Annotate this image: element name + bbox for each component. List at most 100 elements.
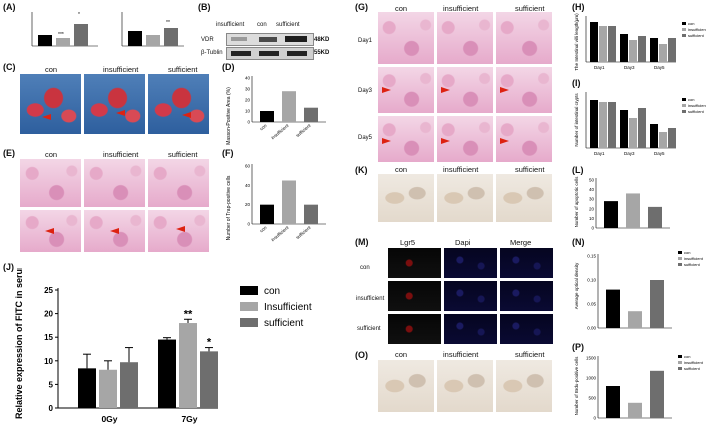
bar-0Gy-sufficient [120, 362, 138, 408]
y-tick-label: 20 [245, 202, 251, 207]
lgr5-image-insufficient [388, 281, 441, 311]
merge-image-sufficient [500, 314, 553, 344]
panel-label-c: (C) [3, 62, 16, 72]
i-ylabel: Number of intestinal crypts [574, 93, 579, 147]
legend-swatch [678, 263, 682, 266]
bar-con [606, 289, 620, 328]
legend-label: con [684, 250, 690, 255]
brdu-image-insufficient [437, 360, 493, 412]
panel-h-chart: The Intestinal villi length(μm) Day1 Day… [574, 13, 706, 71]
lgr5-image-con [388, 248, 441, 278]
y-tick-label: 0.05 [587, 302, 596, 307]
y-tick-label: 30 [245, 87, 251, 92]
masson-image-insufficient [84, 74, 145, 134]
bar-insufficient [626, 193, 640, 228]
villi-image-insufficient-day1 [437, 12, 493, 64]
blot-col-sufficient: sufficient [276, 22, 300, 28]
c-col-con: con [45, 65, 58, 74]
e-col-insufficient: insufficient [103, 150, 139, 159]
svg-text:con: con [688, 97, 694, 102]
x-tick-label: sufficient [295, 122, 312, 138]
m-row-insufficient: insufficient [356, 296, 385, 302]
n-ylabel: Average optical density [574, 262, 579, 309]
villi-image-insufficient-day5 [437, 116, 493, 162]
bar-con [260, 111, 274, 122]
c-col-insufficient: insufficient [103, 65, 139, 74]
panel-f-chart: Number of Trap-positive cells 0 20 40 60 con… [226, 164, 326, 242]
bar-con [606, 386, 620, 418]
masson-image-con [20, 74, 81, 134]
panel-label-h: (H) [572, 2, 585, 12]
blot-kd-vdr: 48KD [314, 37, 330, 43]
p-ylabel: Number of Brdu-positive cells [574, 356, 579, 416]
bar-sufficient [648, 206, 662, 228]
svg-text:Day5: Day5 [654, 65, 665, 70]
panel-i-chart: Number of intestinal crypts Day1 Day3 Da… [574, 92, 706, 156]
legend-label: insufficient [684, 360, 704, 365]
apoptosis-image-sufficient [496, 174, 552, 222]
dapi-image-con [444, 248, 497, 278]
villi-image-con-day3 [378, 67, 434, 113]
apoptosis-image-insufficient [437, 174, 493, 222]
bar-con [260, 204, 274, 224]
y-tick-label: 5 [49, 380, 54, 389]
x-tick-label: insufficient [270, 122, 290, 140]
y-tick-label: 40 [589, 187, 595, 192]
trap-image-insufficient-low [84, 159, 145, 207]
y-tick-label: 1000 [586, 376, 597, 381]
svg-text:Day5: Day5 [654, 151, 665, 156]
c-col-sufficient: sufficient [168, 65, 198, 74]
y-tick-label: 0 [247, 222, 250, 227]
svg-text:insufficient: insufficient [688, 103, 706, 108]
y-tick-label: 0.10 [587, 278, 596, 283]
brdu-image-con [378, 360, 434, 412]
bar-insufficient [628, 402, 642, 418]
bar-sufficient [650, 280, 664, 328]
panel-a-charts: *** * ** [31, 12, 184, 47]
x-tick-label: insufficient [270, 224, 290, 242]
fitc-ylabel: Relative expression of FITC in serum [14, 268, 24, 419]
svg-text:Day3: Day3 [624, 151, 635, 156]
x-tick-label: sufficient [295, 224, 312, 240]
y-tick-label: 0 [591, 226, 594, 231]
y-tick-label: 0 [247, 120, 250, 125]
o-col-sufficient: sufficient [515, 350, 545, 359]
g-row-day1: Day1 [358, 38, 373, 44]
svg-text:insufficient: insufficient [688, 27, 706, 32]
legend-swatch [678, 355, 682, 358]
y-tick-label: 10 [589, 216, 595, 221]
bar-con [604, 201, 618, 228]
trap-image-sufficient-high [148, 210, 209, 252]
villi-image-con-day5 [378, 116, 434, 162]
y-tick-label: 0.00 [587, 326, 596, 331]
m-col-lgr5: Lgr5 [400, 238, 416, 247]
bar-0Gy-Insufficient [99, 369, 117, 408]
g-col-con: con [395, 4, 408, 13]
legend-swatch-Insufficient [240, 302, 258, 311]
panel-label-e: (E) [3, 148, 15, 158]
panel-label-b: (B) [198, 2, 211, 12]
panel-label-p: (P) [572, 342, 584, 352]
blot-row-vdr: VDR [201, 37, 214, 43]
y-tick-label: 30 [589, 197, 595, 202]
x-tick-label: con [259, 225, 268, 234]
y-tick-label: 0.15 [587, 254, 596, 259]
trap-image-sufficient-low [148, 159, 209, 207]
bar-insufficient [628, 311, 642, 328]
bar-sufficient [650, 370, 664, 418]
legend-label-Insufficient: Insufficient [264, 302, 312, 313]
y-tick-label: 500 [588, 396, 596, 401]
masson-image-sufficient [148, 74, 209, 134]
y-tick-label: 0 [593, 416, 596, 421]
panel-label-j: (J) [3, 262, 14, 272]
f-ylabel: Number of Trap-positive cells [226, 175, 232, 240]
k-col-sufficient: sufficient [515, 165, 545, 174]
bar-0Gy-con [78, 368, 96, 408]
y-tick-label: 10 [245, 109, 251, 114]
svg-text:*: * [78, 12, 80, 18]
dapi-image-insufficient [444, 281, 497, 311]
bar-7Gy-con [158, 339, 176, 408]
blot-kd-tublin: 55KD [314, 50, 330, 56]
panel-l-chart: Number of apoptotic cells 0 10 20 30 40 50 [574, 176, 670, 231]
blot-band-vdr [226, 33, 314, 46]
